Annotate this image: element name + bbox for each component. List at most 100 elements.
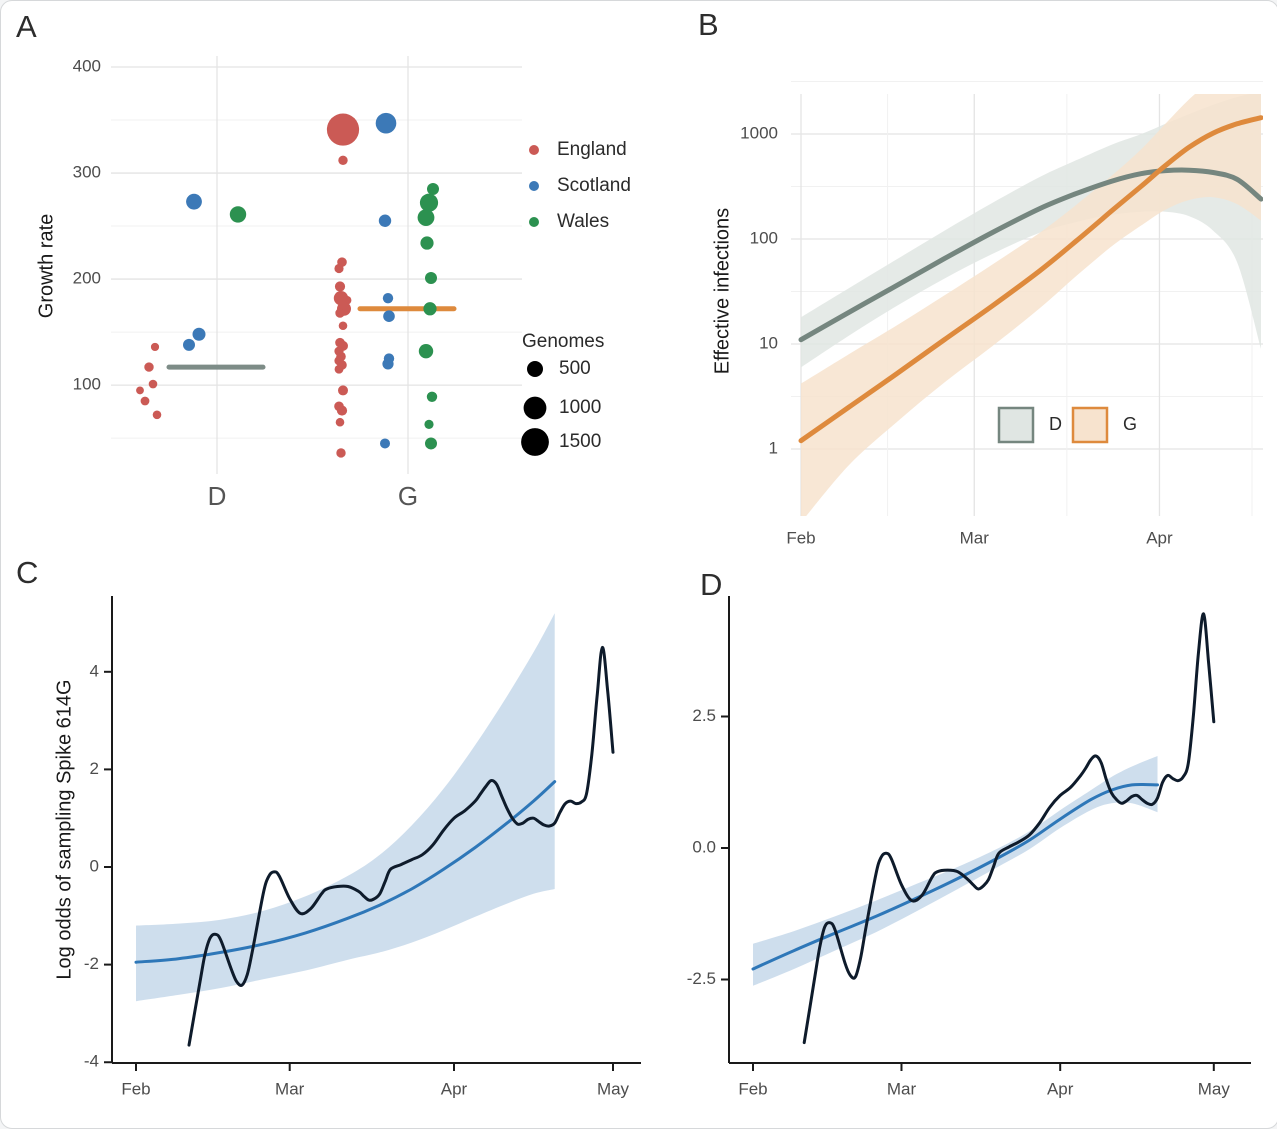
scatter-point bbox=[326, 113, 360, 146]
panel-c: -4 -2 0 2 4 Feb Mar Apr May Log odds of sampling … bbox=[53, 596, 641, 1098]
scatter-point bbox=[418, 343, 434, 359]
size-legend-dot bbox=[527, 361, 543, 377]
xtick-label: May bbox=[1198, 1079, 1231, 1098]
scatter-point bbox=[424, 419, 434, 429]
b-ytick-label: 100 bbox=[750, 228, 778, 247]
panel-a: 100 200 300 400 D G Growth rate bbox=[35, 56, 522, 511]
scatter-point bbox=[336, 448, 346, 458]
scatter-point bbox=[334, 364, 344, 374]
scatter-point bbox=[192, 327, 206, 341]
legend-label: England bbox=[557, 139, 627, 160]
size-legend-dot bbox=[521, 428, 549, 456]
scatter-point bbox=[136, 386, 144, 395]
b-series bbox=[798, 94, 1263, 516]
b-ytick-label: 10 bbox=[759, 333, 778, 352]
a-ytick-label: 300 bbox=[73, 163, 101, 182]
scatter-point bbox=[382, 358, 394, 370]
size-legend-label: 500 bbox=[559, 358, 591, 379]
size-legend-title: Genomes bbox=[522, 331, 604, 352]
legend-label: Scotland bbox=[557, 175, 631, 196]
scatter-point bbox=[150, 342, 160, 352]
scatter-point bbox=[425, 437, 437, 450]
scatter-point bbox=[375, 112, 397, 134]
a-xtick-label: D bbox=[208, 481, 227, 511]
a-ytick-label: 400 bbox=[73, 56, 101, 75]
scatter-point bbox=[382, 292, 394, 304]
xtick-label: Mar bbox=[887, 1079, 917, 1098]
xtick-label: Mar bbox=[275, 1079, 305, 1098]
xtick-label: Apr bbox=[1047, 1079, 1074, 1098]
ylabel: Log odds of sampling Spike 614G bbox=[53, 679, 75, 979]
raw-line bbox=[187, 645, 615, 1047]
wales-legend-dot bbox=[529, 217, 539, 227]
scatter-point bbox=[427, 182, 439, 195]
panel-d-label: D bbox=[700, 567, 723, 602]
scatter-point bbox=[334, 263, 344, 274]
panel-c-label: C bbox=[16, 555, 39, 590]
scatter-point bbox=[420, 236, 434, 250]
scatter-point bbox=[335, 308, 345, 318]
a-ylabel: Growth rate bbox=[35, 214, 57, 318]
b-legend-label: D bbox=[1049, 414, 1062, 434]
scatter-point bbox=[335, 417, 345, 427]
scatter-point bbox=[383, 310, 395, 322]
panel-b-label: B bbox=[698, 7, 719, 42]
size-legend-label: 1500 bbox=[559, 431, 601, 452]
scatter-point bbox=[338, 155, 348, 166]
ytick-label: -4 bbox=[84, 1052, 99, 1071]
scatter-point bbox=[419, 193, 439, 212]
panel-b: 1 10 100 1000 Feb Mar Apr Effective infections bbox=[711, 81, 1263, 547]
a-region-legend: England Scotland Wales bbox=[529, 139, 631, 232]
panel-a-label: A bbox=[16, 9, 37, 44]
xtick-label: Feb bbox=[121, 1079, 150, 1098]
smooth-band bbox=[136, 613, 555, 1002]
scatter-point bbox=[338, 385, 348, 396]
scatter-point bbox=[152, 410, 162, 420]
xtick-label: Apr bbox=[441, 1079, 468, 1098]
ytick-label: 2 bbox=[90, 759, 99, 778]
b-ytick-label: 1000 bbox=[740, 123, 778, 142]
xtick-label: Feb bbox=[738, 1079, 767, 1098]
panel-d: -2.5 0.0 2.5 Feb Mar Apr May bbox=[687, 596, 1251, 1098]
a-size-legend: Genomes 500 1000 1500 bbox=[521, 331, 604, 456]
b-xtick-label: Feb bbox=[786, 528, 815, 547]
b-band-g bbox=[801, 94, 1261, 516]
size-legend-dot bbox=[523, 396, 547, 420]
ytick-label: 0.0 bbox=[692, 837, 716, 856]
scatter-point bbox=[140, 396, 150, 406]
a-xtick-label: G bbox=[398, 481, 418, 511]
scatter-point bbox=[183, 338, 195, 351]
legend-label: Wales bbox=[557, 211, 609, 232]
scatter-point bbox=[380, 438, 390, 449]
b-legend-label: G bbox=[1123, 414, 1137, 434]
b-line-d bbox=[798, 167, 1263, 343]
b-line-g bbox=[798, 115, 1263, 444]
scatter-point bbox=[425, 272, 437, 285]
ytick-label: -2 bbox=[84, 954, 99, 973]
a-ytick-label: 100 bbox=[73, 375, 101, 394]
b-ytick-label: 1 bbox=[769, 438, 778, 457]
scatter-point bbox=[426, 391, 438, 402]
scatter-point bbox=[338, 321, 348, 331]
scatter-point bbox=[336, 405, 348, 416]
raw-line bbox=[802, 612, 1216, 1045]
a-ytick-label: 200 bbox=[73, 269, 101, 288]
b-legend-swatch-g bbox=[1071, 406, 1109, 444]
smooth-line bbox=[134, 780, 557, 964]
b-ylabel: Effective infections bbox=[711, 208, 733, 374]
b-xtick-label: Apr bbox=[1146, 528, 1173, 547]
scatter-point bbox=[378, 214, 392, 227]
england-legend-dot bbox=[529, 145, 539, 155]
series-group bbox=[134, 613, 615, 1047]
ytick-label: -2.5 bbox=[687, 969, 716, 988]
scatter-point bbox=[334, 281, 346, 292]
xtick-label: May bbox=[597, 1079, 630, 1098]
scatter-point bbox=[417, 209, 435, 226]
scatter-point bbox=[423, 302, 437, 316]
scatter-point bbox=[148, 379, 158, 389]
ytick-label: 4 bbox=[90, 661, 99, 680]
size-legend-label: 1000 bbox=[559, 397, 601, 418]
